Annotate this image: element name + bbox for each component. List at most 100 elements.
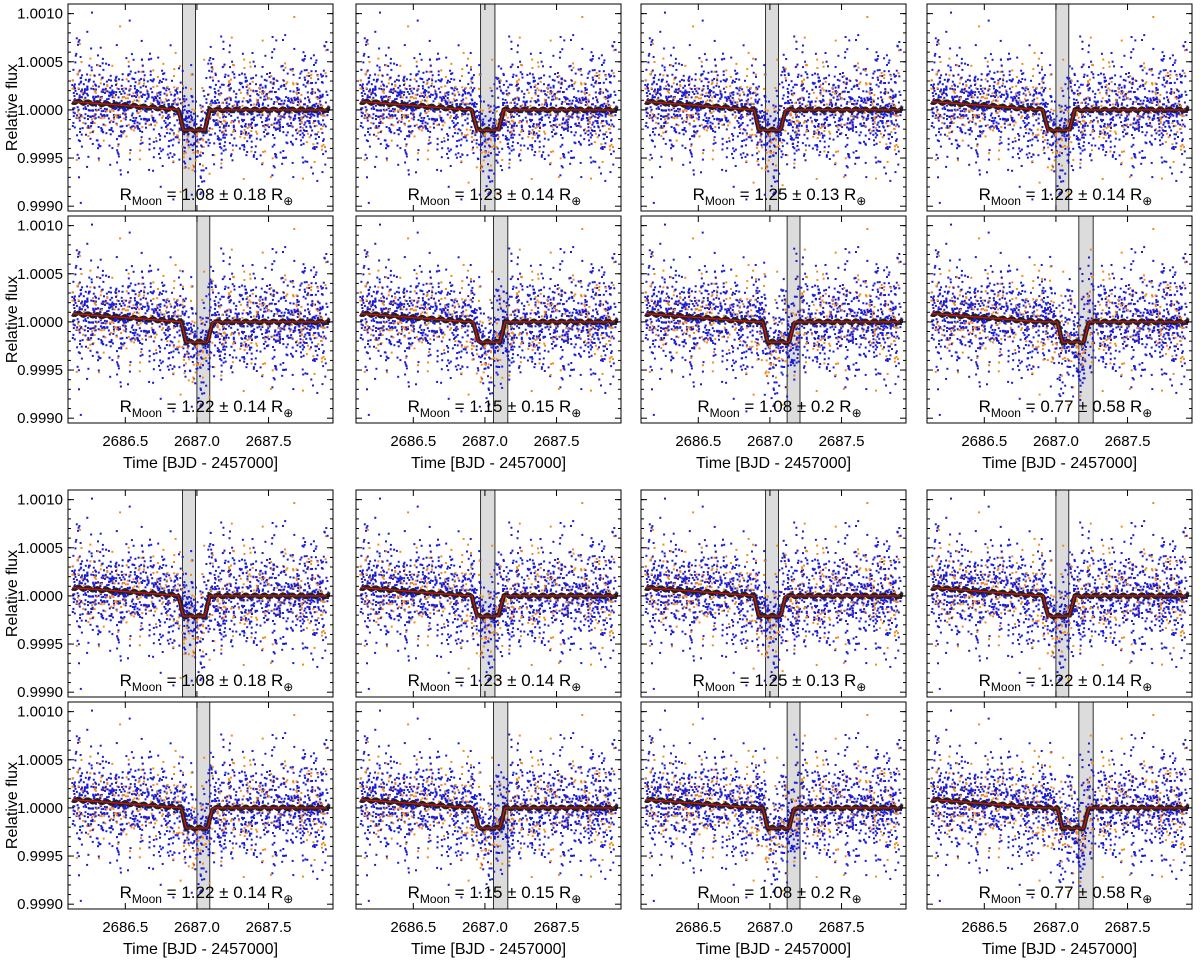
- data-point: [326, 48, 329, 51]
- data-point: [558, 90, 561, 93]
- data-point: [250, 130, 253, 132]
- data-point: [163, 119, 166, 122]
- data-point: [493, 118, 496, 121]
- data-point: [818, 76, 820, 79]
- data-point: [127, 74, 130, 77]
- data-point: [387, 106, 390, 108]
- data-point: [730, 56, 733, 59]
- data-point: [272, 81, 275, 84]
- data-point: [508, 35, 511, 38]
- data-point: [659, 104, 662, 107]
- data-point: [590, 161, 593, 164]
- data-point: [105, 132, 108, 135]
- data-point: [563, 122, 566, 125]
- data-point: [296, 87, 299, 89]
- data-point: [837, 128, 840, 131]
- data-point: [534, 89, 537, 92]
- data-point: [428, 118, 431, 121]
- data-point: [264, 86, 267, 89]
- data-point: [481, 121, 484, 124]
- data-point: [389, 128, 392, 131]
- data-point: [692, 169, 695, 172]
- data-point: [837, 98, 840, 101]
- data-point: [321, 125, 324, 128]
- data-point: [320, 123, 323, 126]
- data-point: [864, 143, 867, 146]
- data-point: [220, 158, 223, 161]
- data-point: [392, 124, 395, 127]
- data-point: [412, 107, 414, 110]
- data-point: [825, 119, 828, 122]
- data-point: [263, 125, 266, 128]
- data-point: [322, 143, 325, 146]
- data-point: [84, 88, 86, 91]
- data-point: [855, 150, 858, 152]
- data-point: [706, 99, 709, 102]
- data-point: [327, 105, 330, 108]
- data-point: [109, 74, 112, 77]
- data-point: [672, 65, 675, 68]
- data-point: [244, 125, 246, 128]
- data-point: [440, 99, 443, 102]
- data-point: [173, 101, 176, 104]
- data-point: [374, 73, 377, 76]
- data-point: [75, 116, 78, 119]
- data-point: [368, 96, 371, 99]
- data-point: [412, 118, 415, 121]
- data-point: [451, 119, 454, 122]
- data-point: [94, 95, 97, 98]
- data-point: [857, 66, 860, 69]
- data-point: [769, 138, 772, 141]
- data-point: [280, 84, 283, 87]
- data-point: [510, 116, 513, 119]
- data-point: [447, 147, 450, 150]
- data-point: [540, 154, 543, 157]
- data-point: [91, 118, 93, 121]
- data-point: [491, 126, 494, 129]
- data-point: [497, 136, 500, 138]
- data-point: [259, 96, 262, 99]
- data-point: [410, 132, 413, 135]
- data-point: [133, 95, 136, 97]
- data-point: [214, 100, 217, 103]
- data-point: [294, 117, 297, 120]
- data-point: [136, 121, 139, 124]
- data-point: [113, 96, 116, 99]
- data-point: [225, 122, 228, 125]
- data-point: [502, 102, 505, 104]
- data-point: [143, 82, 145, 85]
- data-point: [200, 191, 203, 194]
- data-point: [471, 76, 474, 79]
- data-point: [847, 127, 850, 130]
- data-point: [456, 140, 459, 142]
- data-point: [255, 74, 258, 77]
- data-point: [375, 135, 378, 138]
- data-point: [613, 90, 616, 93]
- data-point: [306, 119, 309, 122]
- data-point: [145, 110, 148, 113]
- data-point: [385, 64, 388, 67]
- data-point: [167, 117, 170, 120]
- data-point: [416, 158, 419, 161]
- data-point: [569, 64, 572, 67]
- data-point: [227, 83, 230, 86]
- data-point: [310, 166, 313, 169]
- data-point: [148, 118, 150, 121]
- data-point: [886, 160, 889, 163]
- data-point: [305, 141, 308, 144]
- data-point: [650, 157, 653, 160]
- data-point: [440, 128, 443, 131]
- data-point: [785, 119, 788, 121]
- data-point: [460, 138, 463, 141]
- data-point: [394, 90, 397, 93]
- data-point: [411, 109, 414, 112]
- data-point: [379, 122, 382, 125]
- data-point: [360, 115, 363, 118]
- data-point: [87, 109, 90, 112]
- data-point: [715, 70, 718, 73]
- data-point: [508, 166, 511, 169]
- data-point: [429, 141, 432, 144]
- data-point: [510, 40, 513, 43]
- data-point: [794, 122, 796, 125]
- data-point: [587, 98, 589, 101]
